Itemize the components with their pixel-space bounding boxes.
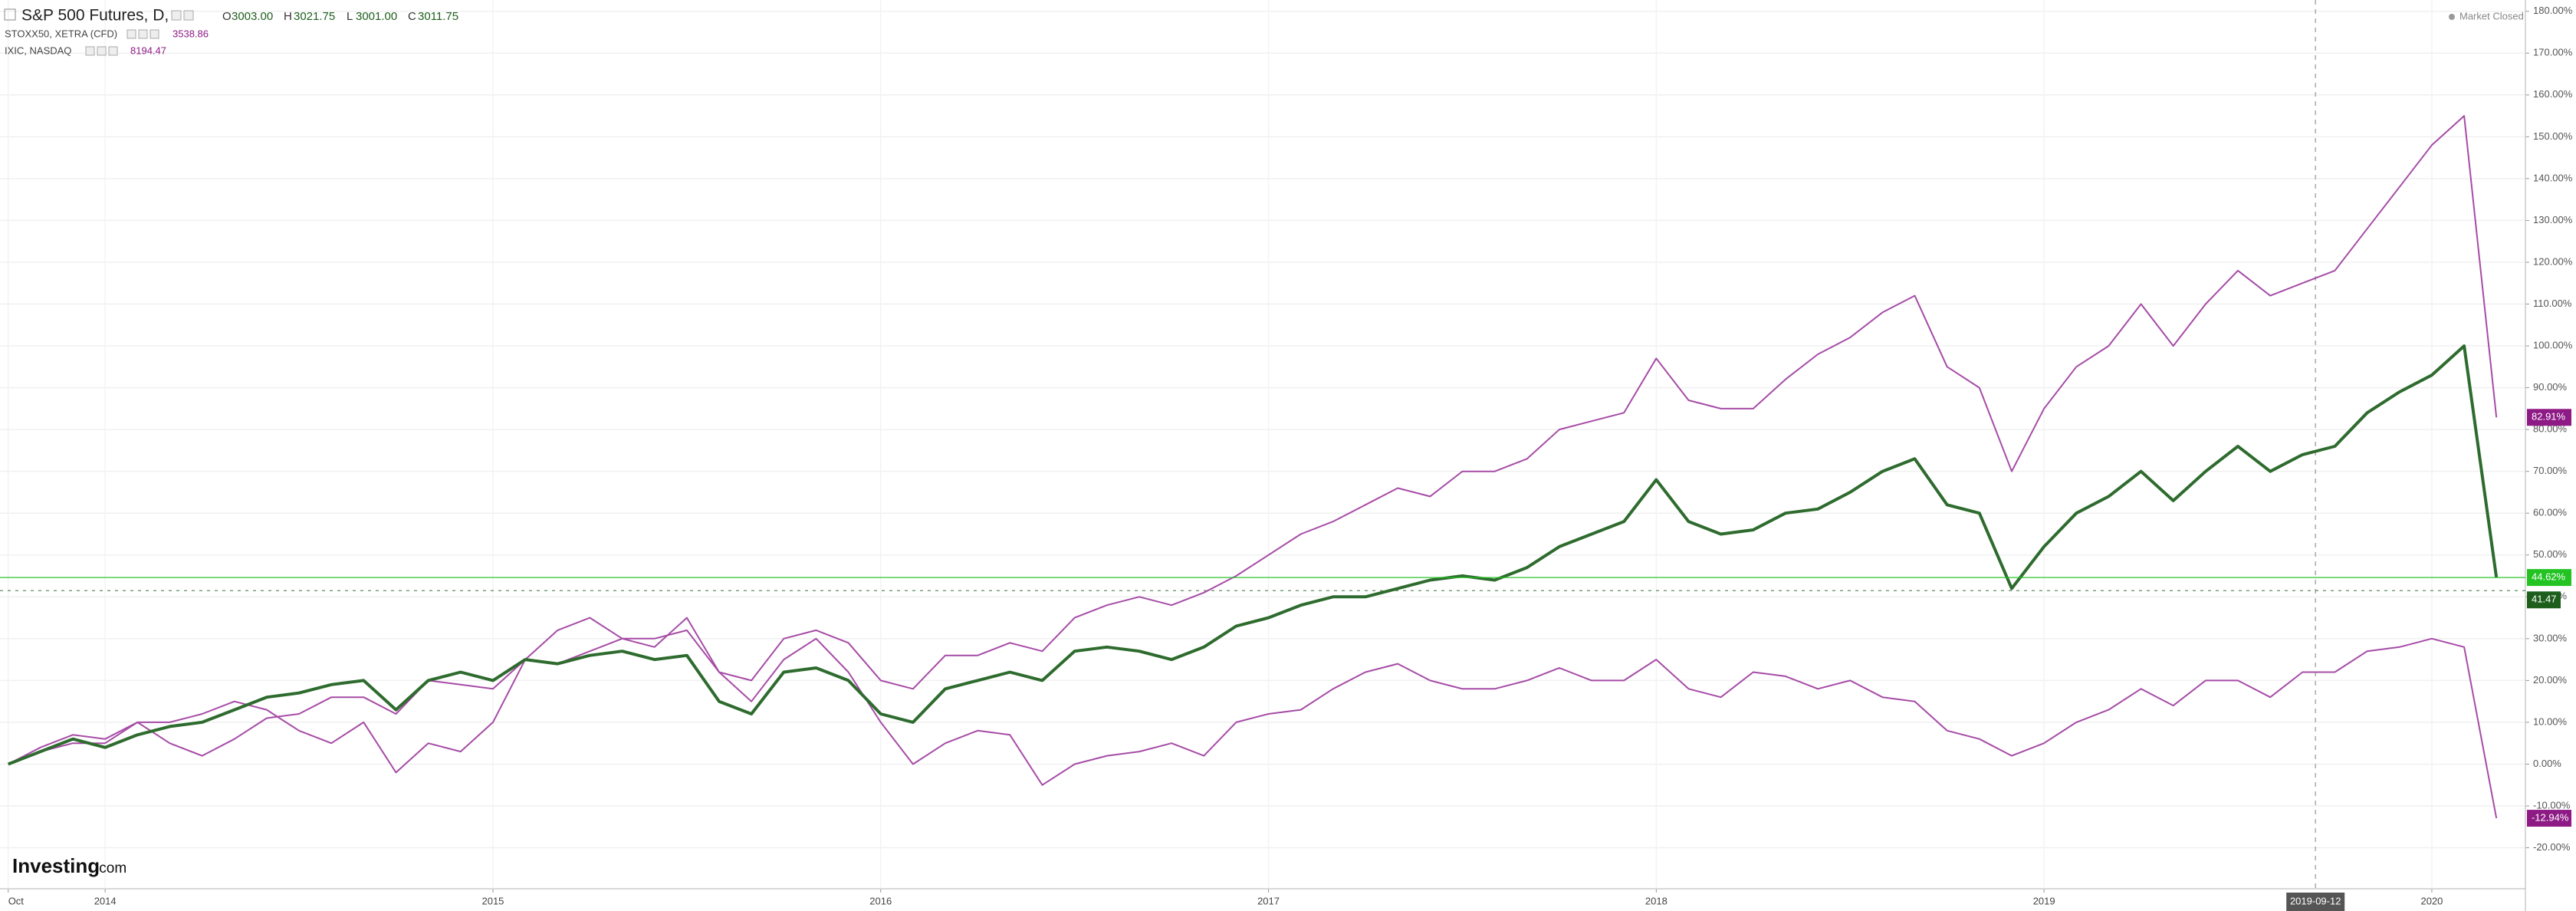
y-tick-label: 110.00% bbox=[2533, 298, 2572, 309]
y-tick-label: 160.00% bbox=[2533, 88, 2573, 100]
x-tick-label: Oct bbox=[8, 895, 25, 906]
series-line bbox=[8, 617, 2498, 819]
x-tick-label: 2018 bbox=[1645, 895, 1668, 906]
crosshair-label-bg bbox=[2286, 893, 2345, 911]
icon[interactable] bbox=[138, 29, 148, 39]
y-tick-label: 120.00% bbox=[2533, 255, 2573, 267]
last-value-box bbox=[2527, 810, 2571, 827]
ohlc-label: O bbox=[222, 10, 232, 23]
y-tick-label: 10.00% bbox=[2533, 715, 2568, 727]
y-tick-label: -10.00% bbox=[2533, 799, 2571, 811]
ohlc-label: H bbox=[284, 10, 292, 23]
icon[interactable] bbox=[85, 46, 95, 56]
crosshair-label: 2019-09-12 bbox=[2290, 895, 2341, 906]
last-value-box bbox=[2527, 409, 2571, 426]
icon[interactable] bbox=[127, 29, 136, 39]
status-dot bbox=[2449, 14, 2455, 20]
settings-icon[interactable] bbox=[171, 10, 182, 21]
ohlc-label: L bbox=[347, 10, 353, 23]
legend-value: 3538.86 bbox=[172, 28, 209, 39]
y-tick-label: 70.00% bbox=[2533, 465, 2568, 476]
y-tick-label: 30.00% bbox=[2533, 632, 2568, 643]
y-tick-label: 90.00% bbox=[2533, 381, 2568, 393]
y-tick-label: 130.00% bbox=[2533, 214, 2573, 225]
logo-text: Investing bbox=[12, 854, 100, 877]
y-tick-label: 170.00% bbox=[2533, 47, 2573, 58]
y-tick-label: 80.00% bbox=[2533, 423, 2568, 435]
x-tick-label: 2016 bbox=[869, 895, 892, 906]
reference-box bbox=[2527, 591, 2561, 609]
legend-entry: IXIC, NASDAQ bbox=[5, 44, 71, 56]
plot bbox=[0, 115, 2525, 819]
y-tick-label: 20.00% bbox=[2533, 674, 2568, 686]
axes: -20.00%-10.00%0.00%10.00%20.00%30.00%40.… bbox=[8, 5, 2573, 911]
collapse-icon[interactable] bbox=[4, 8, 16, 21]
header: S&P 500 Futures, D, O 3003.00 H 3021.75 … bbox=[4, 7, 2524, 56]
y-tick-label: 100.00% bbox=[2533, 339, 2573, 350]
x-tick-label: 2014 bbox=[94, 895, 117, 906]
icon[interactable] bbox=[108, 46, 118, 56]
ohlc-value: 3001.00 bbox=[356, 10, 397, 23]
ohlc-value: 3003.00 bbox=[232, 10, 273, 23]
close-icon[interactable] bbox=[183, 10, 194, 21]
series-title: S&P 500 Futures, D, bbox=[21, 7, 169, 25]
icon[interactable] bbox=[97, 46, 107, 56]
last-value-label: 44.62% bbox=[2532, 571, 2566, 583]
legend-value: 8194.47 bbox=[130, 44, 166, 56]
y-tick-label: 150.00% bbox=[2533, 130, 2573, 142]
y-tick-label: 140.00% bbox=[2533, 172, 2573, 183]
y-tick-label: 0.00% bbox=[2533, 758, 2561, 769]
x-tick-label: 2019 bbox=[2033, 895, 2055, 906]
ohlc-value: 3011.75 bbox=[418, 10, 458, 23]
grid bbox=[0, 0, 2525, 889]
legend-entry: STOXX50, XETRA (CFD) bbox=[5, 28, 117, 39]
logo-suffix: .com bbox=[95, 860, 127, 876]
icon[interactable] bbox=[150, 29, 159, 39]
y-tick-label: -20.00% bbox=[2533, 841, 2571, 853]
x-tick-label: 2015 bbox=[481, 895, 504, 906]
x-tick-label: 2020 bbox=[2420, 895, 2443, 906]
reference-label: 41.47 bbox=[2532, 594, 2557, 605]
x-tick-label: 2017 bbox=[1257, 895, 1280, 906]
ohlc-label: C bbox=[408, 10, 416, 23]
last-value-label: 82.91% bbox=[2532, 411, 2566, 423]
ohlc-value: 3021.75 bbox=[294, 10, 335, 23]
logo: Investing .com bbox=[12, 854, 127, 877]
last-value-box bbox=[2527, 569, 2571, 587]
market-status: Market Closed bbox=[2459, 10, 2524, 21]
y-tick-label: 60.00% bbox=[2533, 507, 2568, 518]
series-line bbox=[7, 344, 2499, 766]
y-tick-label: 180.00% bbox=[2533, 5, 2573, 16]
last-value-label: -12.94% bbox=[2532, 811, 2569, 823]
y-tick-label: 50.00% bbox=[2533, 548, 2568, 560]
